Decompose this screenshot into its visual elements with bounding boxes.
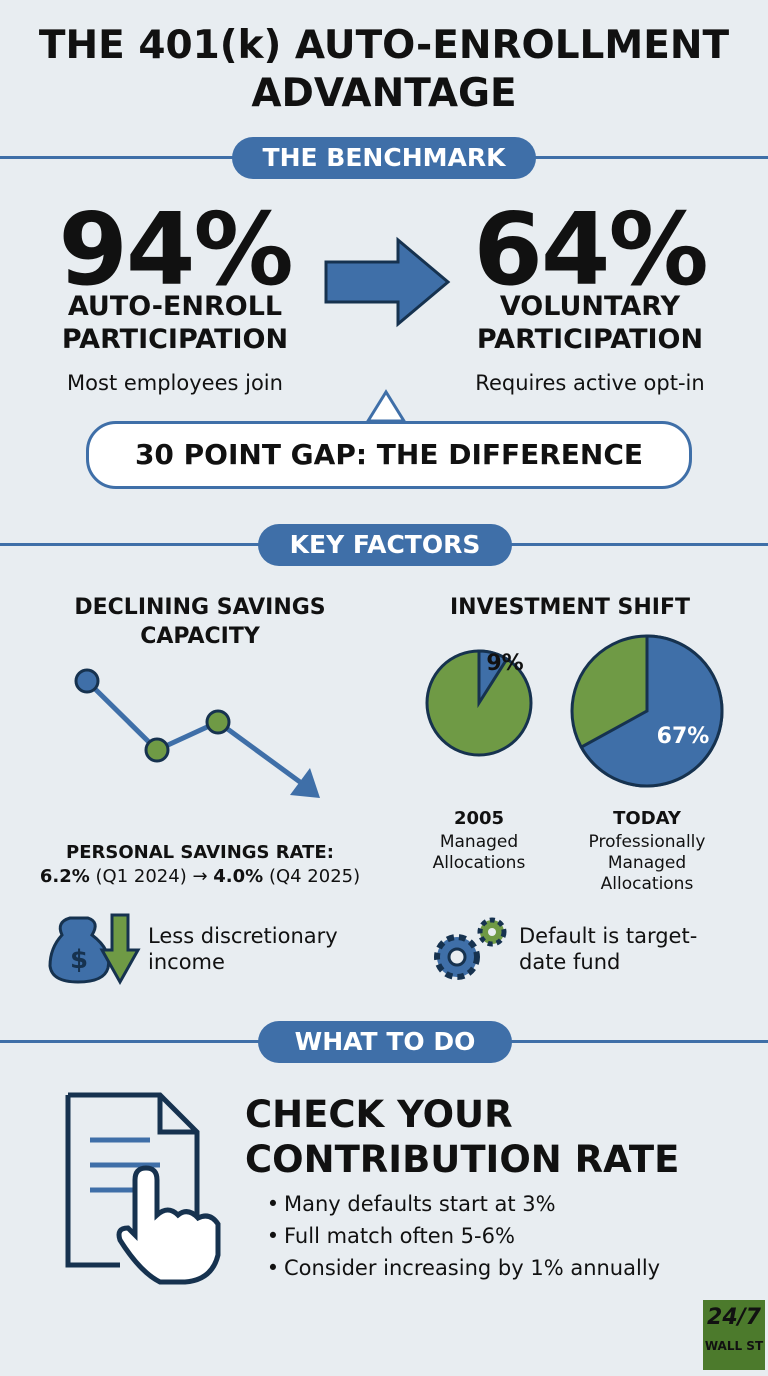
- action-item: Full match often 5-6%: [262, 1220, 742, 1252]
- pie-charts: 9% 67%: [425, 634, 724, 788]
- rate-period: (Q1 2024): [95, 866, 187, 887]
- section-heading: THE BENCHMARK: [232, 137, 536, 179]
- action-list: Many defaults start at 3% Full match oft…: [262, 1188, 742, 1284]
- rate-value: 4.0%: [213, 866, 264, 887]
- callout-pointer: [365, 389, 407, 423]
- gears-icon: [434, 917, 507, 980]
- svg-text:$: $: [70, 945, 88, 975]
- factor-note: Default is target-date fund: [519, 924, 698, 974]
- rate-period: (Q4 2025): [268, 866, 361, 887]
- gap-callout: 30 POINT GAP: THE DIFFERENCE: [86, 421, 692, 489]
- pie-label: 67%: [657, 724, 710, 749]
- pie-caption: Managed Allocations: [432, 832, 526, 873]
- pie-slice: [579, 634, 724, 788]
- pie-year: 2005: [453, 808, 505, 829]
- action-title: CHECK YOUR CONTRIBUTION RATE: [245, 1093, 680, 1181]
- trend-line: [74, 668, 320, 798]
- logo-top: 24/7: [707, 1305, 761, 1330]
- factor-title: INVESTMENT SHIFT: [450, 595, 690, 620]
- document-icon: [65, 1092, 221, 1285]
- rate-change: 6.2% (Q1 2024) → 4.0% (Q4 2025): [20, 866, 380, 888]
- section-heading: WHAT TO DO: [258, 1021, 512, 1063]
- rate-value: 6.2%: [39, 866, 90, 887]
- rate-arrow: →: [192, 866, 208, 887]
- section-heading: KEY FACTORS: [258, 524, 512, 566]
- arrow: [324, 236, 451, 328]
- stat: 94%: [58, 191, 293, 308]
- pie-caption: Professionally Managed Allocations: [588, 832, 706, 894]
- factor-title: DECLINING SAVINGS CAPACITY: [74, 595, 326, 649]
- money-bag-icon: $: [48, 913, 141, 986]
- action-item: Consider increasing by 1% annually: [262, 1252, 742, 1284]
- pie-year: TODAY: [613, 808, 681, 829]
- logo-bottom: WALL ST: [704, 1339, 764, 1353]
- action-item: Many defaults start at 3%: [262, 1188, 742, 1220]
- rate-label: PERSONAL SAVINGS RATE:: [66, 842, 334, 863]
- stat: 64%: [473, 191, 708, 308]
- stat-label: VOLUNTARY PARTICIPATION: [476, 291, 704, 355]
- stat-note: Most employees join: [67, 371, 283, 395]
- logo: 24/7 WALL ST: [703, 1300, 765, 1370]
- title: THE 401(k) AUTO-ENROLLMENT ADVANTAGE: [38, 23, 730, 116]
- factor-note: Less discretionary income: [148, 924, 338, 974]
- stat-note: Requires active opt-in: [475, 371, 705, 395]
- stat-label: AUTO-ENROLL PARTICIPATION: [61, 291, 289, 355]
- pie-slice: [477, 649, 509, 709]
- pie-label: 9%: [486, 651, 523, 676]
